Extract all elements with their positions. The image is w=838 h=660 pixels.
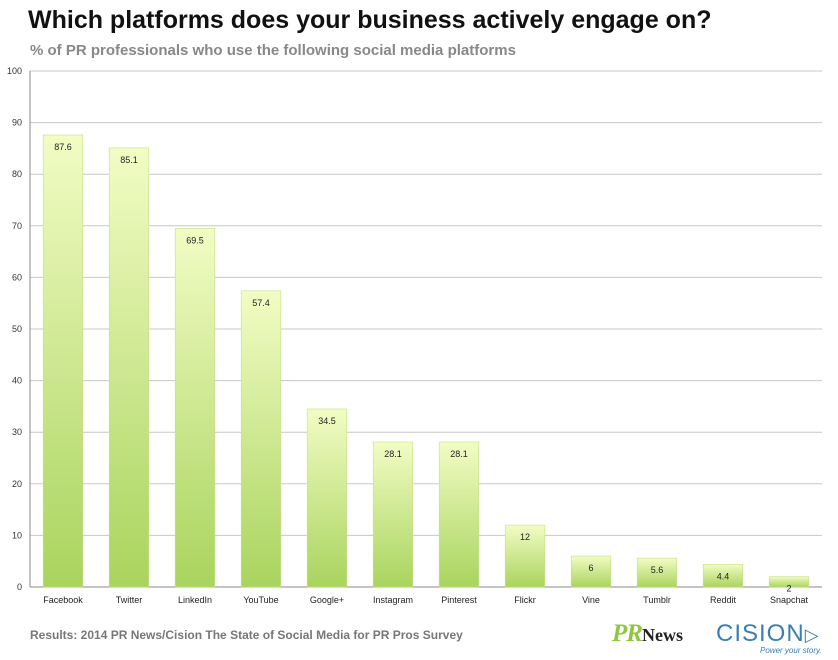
data-label: 87.6: [54, 142, 72, 152]
y-tick-label: 0: [17, 582, 22, 592]
y-tick-label: 100: [7, 66, 22, 76]
data-label: 28.1: [384, 449, 402, 459]
y-tick-label: 70: [12, 221, 22, 231]
bar-pinterest: [438, 441, 480, 588]
data-label: 57.4: [252, 298, 270, 308]
data-label: 2: [786, 584, 791, 594]
cision-tagline: Power your story.: [760, 646, 822, 655]
data-label: 69.5: [186, 235, 204, 245]
bar-reddit: [702, 563, 744, 588]
data-label: 28.1: [450, 449, 468, 459]
x-tick-label: Reddit: [710, 595, 737, 605]
cision-arrow-icon: ▷: [804, 625, 820, 645]
y-tick-label: 10: [12, 530, 22, 540]
x-tick-label: Flickr: [514, 595, 536, 605]
prnews-logo-news: News: [641, 625, 683, 645]
prnews-logo: PRNews: [612, 620, 683, 648]
y-tick-label: 90: [12, 118, 22, 128]
bar-youtube: [240, 290, 282, 588]
bar-instagram: [372, 441, 414, 588]
x-tick-label: Tumblr: [643, 595, 671, 605]
y-tick-label: 40: [12, 376, 22, 386]
source-footer: Results: 2014 PR News/Cision The State o…: [30, 628, 463, 642]
x-tick-label: Google+: [310, 595, 344, 605]
y-tick-label: 30: [12, 427, 22, 437]
data-label: 4.4: [717, 571, 730, 581]
chart-title: Which platforms does your business activ…: [28, 6, 712, 34]
data-label: 12: [520, 532, 530, 542]
x-tick-label: Vine: [582, 595, 600, 605]
bar-twitter: [108, 147, 150, 588]
data-label: 34.5: [318, 416, 336, 426]
x-tick-label: Instagram: [373, 595, 413, 605]
bar-google-: [306, 408, 348, 588]
x-tick-label: Pinterest: [441, 595, 477, 605]
bar-linkedin: [174, 228, 216, 588]
bar-chart: 0 10 20 30 40 50 60 70 80 90 100 87.6 Facebook 85.1 Tw…: [7, 66, 822, 605]
bar-snapchat: [768, 576, 810, 588]
x-tick-label: YouTube: [243, 595, 278, 605]
y-tick-label: 60: [12, 272, 22, 282]
x-tick-label: Snapchat: [770, 595, 809, 605]
data-label: 6: [588, 563, 593, 573]
y-tick-label: 50: [12, 324, 22, 334]
x-tick-label: Twitter: [116, 595, 143, 605]
data-label: 5.6: [651, 565, 664, 575]
prnews-logo-pr: PR: [612, 620, 643, 647]
x-tick-label: LinkedIn: [178, 595, 212, 605]
data-label: 85.1: [120, 155, 138, 165]
bar-flickr: [504, 524, 546, 588]
chart-subtitle: % of PR professionals who use the follow…: [30, 42, 516, 59]
cision-logo-text: CISION: [716, 620, 805, 647]
y-tick-label: 20: [12, 479, 22, 489]
cision-logo: CISION▷: [716, 620, 820, 648]
x-tick-label: Facebook: [43, 595, 83, 605]
bar-vine: [570, 555, 612, 588]
bar-facebook: [42, 134, 84, 588]
bar-tumblr: [636, 557, 678, 588]
y-tick-label: 80: [12, 169, 22, 179]
